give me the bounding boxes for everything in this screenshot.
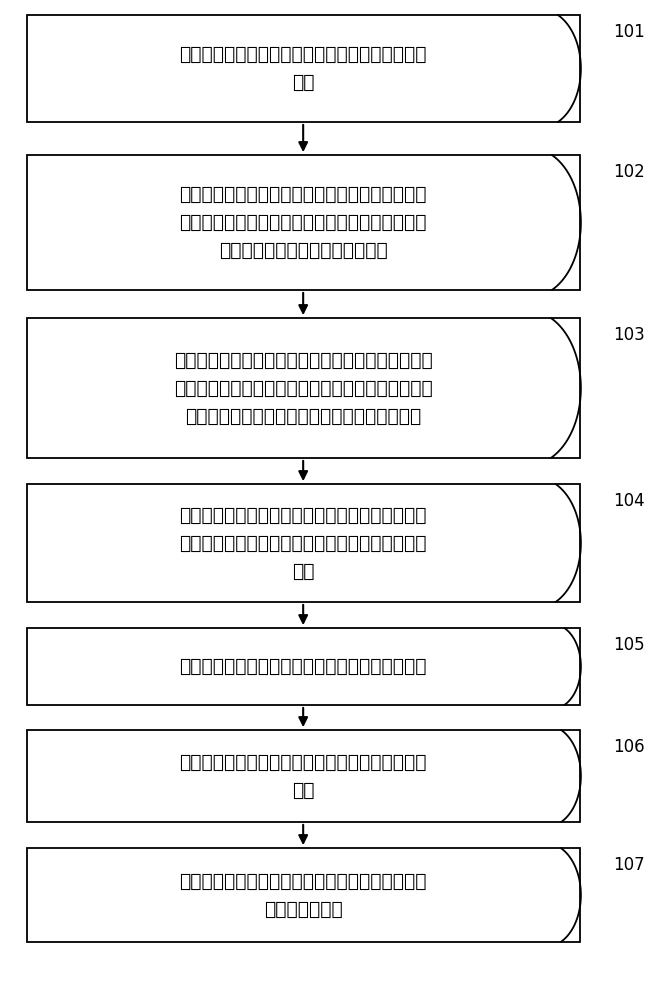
- FancyBboxPatch shape: [27, 318, 580, 458]
- FancyBboxPatch shape: [27, 484, 580, 602]
- Text: 103: 103: [613, 326, 645, 344]
- FancyBboxPatch shape: [27, 15, 580, 122]
- Text: 根据目标点的像素坐标、相机的内参数矩阵、相机外
参数矩阵和机械臂末端相对于世界坐标系的齐次变换
矩阵，得到目标点相对于世界坐标系的视线向量: 根据目标点的像素坐标、相机的内参数矩阵、相机外 参数矩阵和机械臂末端相对于世界坐…: [174, 351, 433, 426]
- Text: 根据视线直线方程及平面方程，得到目标点的世界
坐标: 根据视线直线方程及平面方程，得到目标点的世界 坐标: [180, 752, 427, 800]
- Text: 102: 102: [613, 163, 645, 181]
- FancyBboxPatch shape: [27, 848, 580, 942]
- FancyBboxPatch shape: [27, 628, 580, 705]
- Text: 根据目标点的世界坐标，控制机械臂按照预设策略
对物体进行操作: 根据目标点的世界坐标，控制机械臂按照预设策略 对物体进行操作: [180, 871, 427, 918]
- Text: 107: 107: [613, 856, 645, 874]
- Text: 相机坐标系相对于世界坐标系的齐次变换矩阵和目
标点相对于世界坐标系的视线向量，得到视线直线
方程: 相机坐标系相对于世界坐标系的齐次变换矩阵和目 标点相对于世界坐标系的视线向量，得…: [180, 505, 427, 580]
- Text: 获取目标物体的目标点在像素坐标系中的像素坐标
、相机内参数矩阵、相机外参数矩阵和机械臂末端
相对于世界坐标系的齐次变换矩阵: 获取目标物体的目标点在像素坐标系中的像素坐标 、相机内参数矩阵、相机外参数矩阵和…: [180, 185, 427, 260]
- Text: 101: 101: [613, 23, 645, 41]
- Text: 106: 106: [613, 738, 645, 756]
- Text: 104: 104: [613, 492, 645, 510]
- FancyBboxPatch shape: [27, 155, 580, 290]
- Text: 在世界坐标系中，获取目标点所在平面的平面方程: 在世界坐标系中，获取目标点所在平面的平面方程: [180, 657, 427, 676]
- Text: 105: 105: [613, 636, 645, 654]
- Text: 建立像素坐标系、机械臂末端相机坐标系和世界坐
标系: 建立像素坐标系、机械臂末端相机坐标系和世界坐 标系: [180, 45, 427, 92]
- FancyBboxPatch shape: [27, 730, 580, 822]
